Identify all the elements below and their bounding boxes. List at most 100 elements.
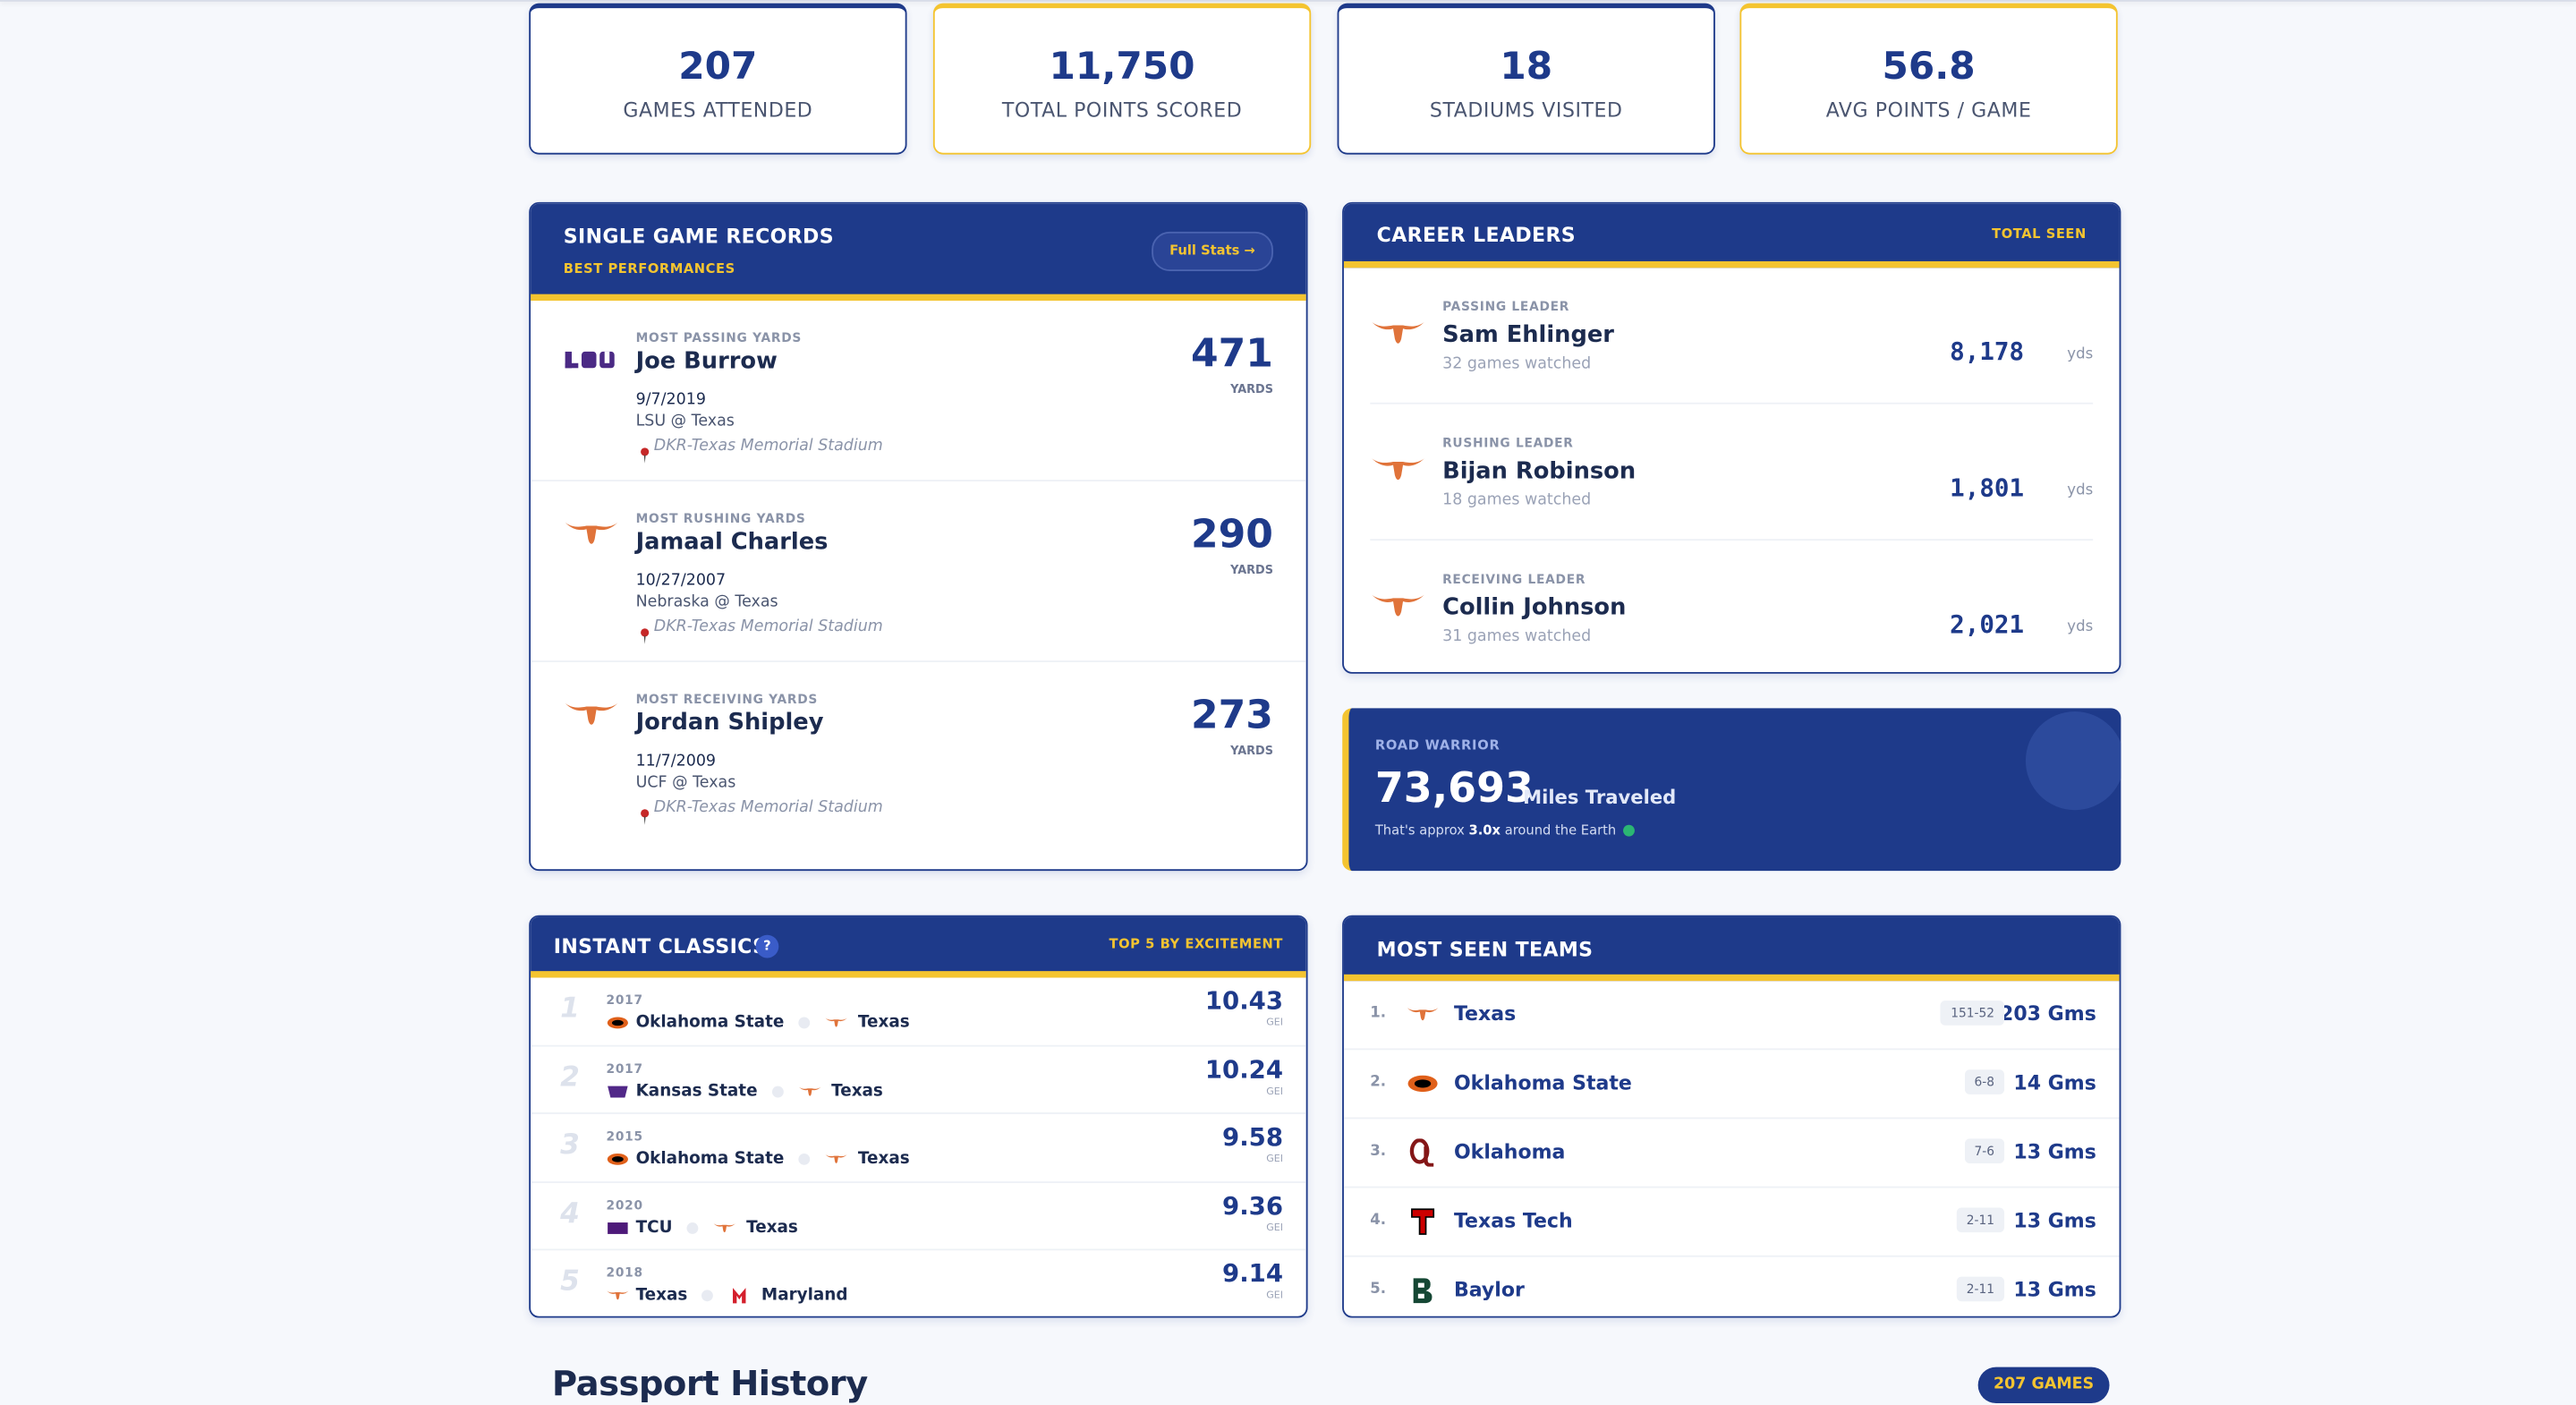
logo <box>639 800 650 831</box>
classics-panel: INSTANT CLASSICS? TOP 5 BY EXCITEMENT 1 201… <box>529 915 1308 1318</box>
vs-dot <box>687 1222 699 1234</box>
leader-category: PASSING LEADER <box>1442 299 1570 314</box>
gei-unit: GEI <box>1266 1085 1283 1097</box>
stat-label: STADIUMS VISITED <box>1429 98 1623 122</box>
team-row: 4. Texas Tech 13 Gms 2-11 <box>1343 1188 2120 1257</box>
panel-title: CAREER LEADERS <box>1376 223 1577 247</box>
panel-header: INSTANT CLASSICS? TOP 5 BY EXCITEMENT <box>531 916 1306 978</box>
stat-value: 207 <box>678 46 758 89</box>
panel-title: INSTANT CLASSICS <box>553 934 768 958</box>
record-value: 273 <box>1190 691 1273 738</box>
logo <box>825 1014 848 1032</box>
team-record: 2-11 <box>1956 1207 2005 1233</box>
away-team: Oklahoma State <box>635 1013 785 1033</box>
classic-row: 5 2018 Texas Maryland 9.14 GEI <box>531 1251 1306 1316</box>
game-year: 2017 <box>606 992 643 1008</box>
leader-value: 8,178 <box>1950 336 2025 367</box>
logo <box>1370 590 1425 629</box>
record-row: MOST PASSING YARDS Joe Burrow 9/7/2019 LSU … <box>531 301 1306 481</box>
record-unit: YARDS <box>1230 382 1273 396</box>
player-name: Jamaal Charles <box>635 529 829 556</box>
record-value: 290 <box>1190 511 1273 558</box>
panel-header: SINGLE GAME RECORDS BEST PERFORMANCES Full… <box>531 203 1306 302</box>
team-record: 7-6 <box>1964 1138 2005 1163</box>
classic-row: 3 2015 Oklahoma State Texas 9.58 GEI <box>531 1114 1306 1183</box>
vs-dot <box>772 1085 784 1097</box>
player-name: Joe Burrow <box>635 348 778 375</box>
matchup: LSU @ Texas <box>635 412 735 431</box>
vs-dot <box>798 1154 811 1166</box>
miles-label: Miles Traveled <box>1523 785 1677 809</box>
leader-value: 2,021 <box>1950 609 2025 640</box>
away-team: TCU <box>635 1218 673 1238</box>
logo <box>639 619 650 651</box>
panel-badge: TOTAL SEEN <box>1992 226 2087 242</box>
logo <box>825 1151 848 1169</box>
logo <box>564 517 619 557</box>
panel-header: CAREER LEADERS TOTAL SEEN <box>1343 203 2120 268</box>
stat-value: 56.8 <box>1882 46 1976 89</box>
gei-unit: GEI <box>1266 1290 1283 1302</box>
gei-unit: GEI <box>1266 1017 1283 1029</box>
team-record: 151-52 <box>1941 1001 2005 1026</box>
home-team: Texas <box>746 1218 798 1238</box>
matchup-line: Kansas State Texas <box>607 1082 883 1100</box>
logo <box>1370 317 1425 356</box>
logo <box>607 1082 630 1100</box>
logo <box>607 1219 630 1237</box>
leader-unit: yds <box>2067 346 2094 363</box>
team-name: Oklahoma <box>1453 1140 1566 1163</box>
player-name: Collin Johnson <box>1442 594 1627 622</box>
logo <box>728 1287 752 1305</box>
stat-card: 18 STADIUMS VISITED <box>1337 3 1715 155</box>
matchup: UCF @ Texas <box>635 773 736 793</box>
vs-dot <box>798 1017 811 1029</box>
logo <box>1407 1137 1440 1173</box>
leader-category: RUSHING LEADER <box>1442 435 1574 451</box>
home-team: Maryland <box>761 1287 848 1306</box>
home-team: Texas <box>857 1013 910 1033</box>
matchup-line: Oklahoma State Texas <box>607 1151 910 1169</box>
record-unit: YARDS <box>1230 563 1273 577</box>
leader-category: RECEIVING LEADER <box>1442 571 1586 587</box>
team-games: 13 Gms <box>2013 1140 2096 1163</box>
logo <box>1407 1208 1440 1243</box>
stat-value: 18 <box>1500 46 1553 89</box>
team-row: 3. Oklahoma 13 Gms 7-6 <box>1343 1119 2120 1188</box>
logo <box>607 1287 630 1305</box>
logo <box>564 346 616 378</box>
panel-badge: TOP 5 BY EXCITEMENT <box>1109 936 1283 952</box>
team-record: 2-11 <box>1956 1276 2005 1302</box>
game-year: 2020 <box>606 1197 643 1213</box>
logo <box>1407 1277 1440 1312</box>
classic-row: 4 2020 TCU Texas 9.36 GEI <box>531 1183 1306 1251</box>
record-category: MOST RECEIVING YARDS <box>635 691 819 707</box>
logo <box>1407 1001 1440 1035</box>
stat-card: 56.8 AVG POINTS / GAME <box>1739 3 2118 155</box>
stat-label: GAMES ATTENDED <box>623 98 813 122</box>
panel-subtitle: BEST PERFORMANCES <box>563 260 735 277</box>
classic-rank: 3 <box>560 1128 580 1162</box>
help-button[interactable]: ? <box>755 934 779 958</box>
stadium: DKR-Texas Memorial Stadium <box>653 437 883 456</box>
game-year: 2017 <box>606 1060 643 1076</box>
globe-dot <box>1622 824 1635 837</box>
stat-card: 207 GAMES ATTENDED <box>529 3 907 155</box>
logo <box>607 1151 630 1169</box>
team-games: 13 Gms <box>2013 1209 2096 1233</box>
team-rank: 5. <box>1370 1282 1387 1299</box>
stadium: DKR-Texas Memorial Stadium <box>653 617 883 636</box>
leader-row: RECEIVING LEADER Collin Johnson 31 games w… <box>1370 541 2093 672</box>
team-row: 2. Oklahoma State 14 Gms 6-8 <box>1343 1050 2120 1120</box>
team-games: 14 Gms <box>2013 1071 2096 1094</box>
team-name: Texas Tech <box>1453 1209 1573 1233</box>
stat-value: 11,750 <box>1049 46 1195 89</box>
miles-value: 73,693 <box>1374 763 1534 813</box>
top-bar <box>0 0 2576 2</box>
note-value: 3.0x <box>1468 822 1501 839</box>
gei-score: 9.14 <box>1222 1259 1283 1290</box>
full-stats-button[interactable]: Full Stats → <box>1151 231 1273 271</box>
player-name: Bijan Robinson <box>1442 458 1637 485</box>
matchup: Nebraska @ Texas <box>635 592 778 612</box>
